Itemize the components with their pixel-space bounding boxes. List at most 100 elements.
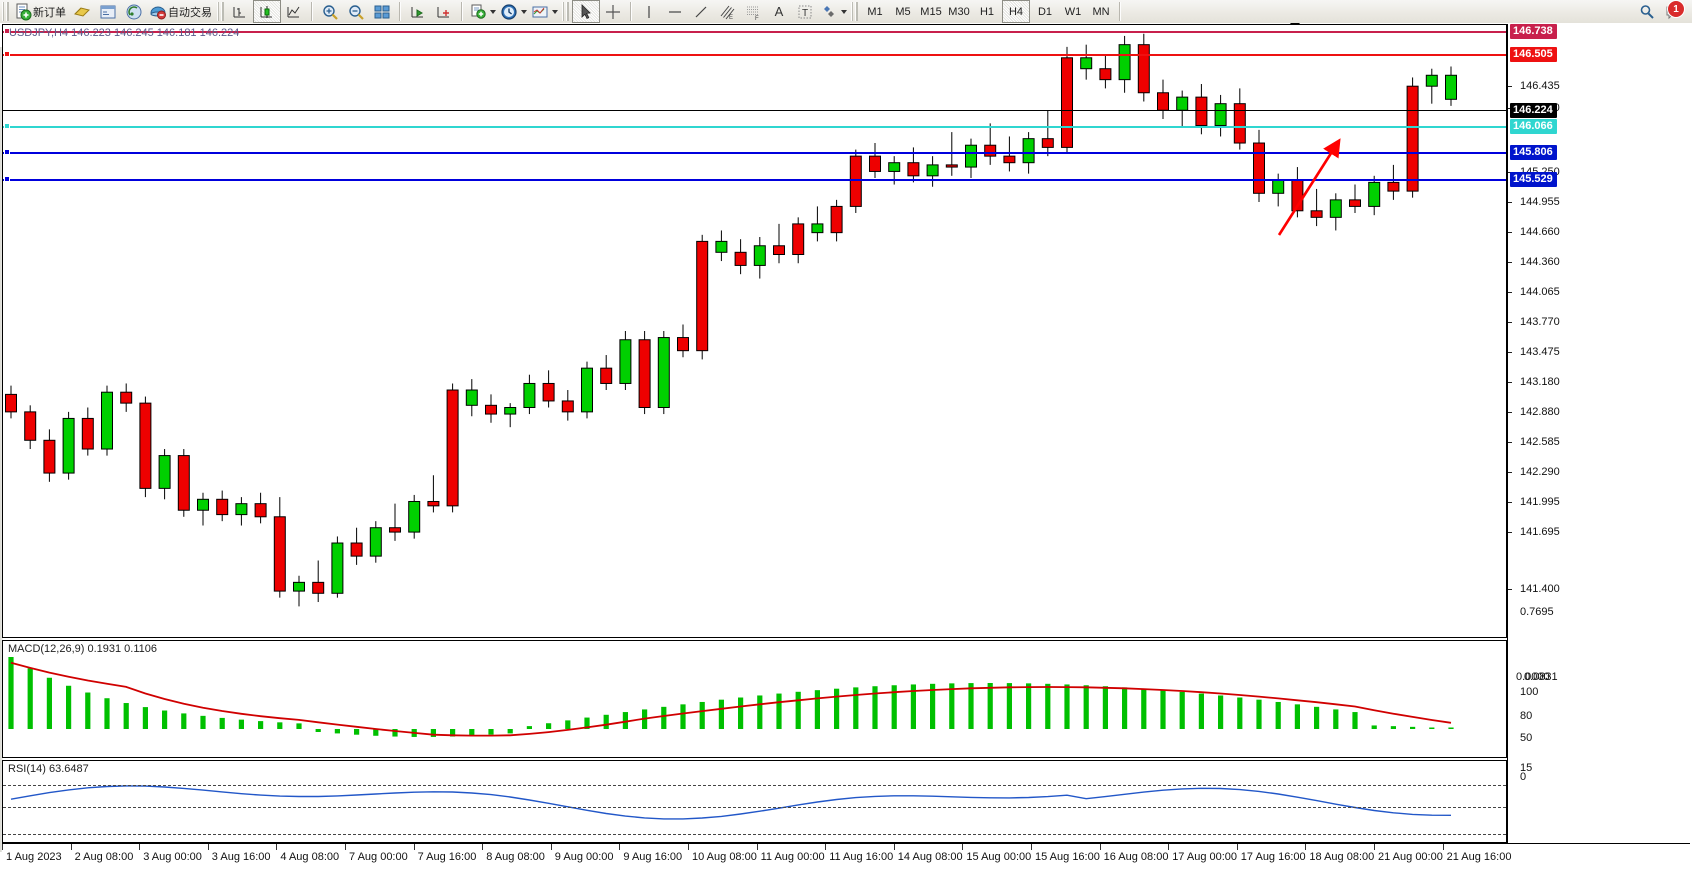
price-pane[interactable]: USDJPY,H4 146.223 146.245 146.181 146.22…: [2, 24, 1507, 638]
bar-chart-icon[interactable]: [227, 1, 253, 22]
symbol-header: USDJPY,H4 146.223 146.245 146.181 146.22…: [9, 27, 240, 39]
price-level-label-145.806[interactable]: 145.806: [1510, 145, 1557, 160]
level-handle-145529[interactable]: [4, 176, 10, 182]
time-axis-tick-8: [550, 844, 552, 850]
vertical-line-icon[interactable]: [636, 1, 662, 22]
price-level-label-145.529[interactable]: 145.529: [1510, 172, 1557, 187]
cursor-icon[interactable]: [572, 0, 600, 23]
time-axis-tick-2: [139, 844, 141, 850]
horizontal-line-icon[interactable]: [662, 1, 688, 22]
timeframe-h4[interactable]: H4: [1002, 0, 1030, 23]
shapes-dropdown-caret[interactable]: [841, 9, 847, 14]
timeframe-w1[interactable]: W1: [1064, 5, 1082, 18]
toolbar-grip-periods[interactable]: [851, 2, 858, 21]
expert-advisors-icon[interactable]: [69, 1, 95, 22]
time-axis-tick-7: [482, 844, 484, 850]
toolbar-separator-3: [461, 2, 463, 21]
price-axis-label-13-tick: [1508, 502, 1512, 503]
auto-scroll-icon[interactable]: [405, 1, 431, 22]
period-dropdown-caret[interactable]: [521, 9, 527, 14]
period-icon[interactable]: [498, 1, 529, 22]
text-icon[interactable]: A: [774, 4, 784, 19]
price-axis-label-8: 143.475: [1520, 346, 1560, 358]
toolbar-grip-standard[interactable]: [2, 2, 9, 21]
price-level-label-146.224[interactable]: 146.224: [1510, 103, 1557, 118]
macd-pane[interactable]: MACD(12,26,9) 0.1931 0.1106: [2, 640, 1507, 758]
indicators-dropdown-caret[interactable]: [490, 9, 496, 14]
price-axis-label-13: 141.995: [1520, 496, 1560, 508]
level-handle-146066[interactable]: [4, 123, 10, 129]
rsi-header: RSI(14) 63.6487: [8, 763, 89, 775]
timeframe-m15[interactable]: M15: [920, 5, 942, 18]
indicators-icon[interactable]: [467, 1, 498, 22]
zoom-in-icon[interactable]: [317, 1, 343, 22]
up-arrow-annotation[interactable]: [1263, 125, 1353, 245]
time-axis-tick-20: [1374, 844, 1375, 850]
text-label-icon[interactable]: T: [792, 1, 818, 22]
price-axis-label-6-tick: [1508, 292, 1512, 293]
level-handle-146738[interactable]: [4, 28, 10, 34]
price-level-label-146.066[interactable]: 146.066: [1510, 119, 1557, 134]
level-line-146505[interactable]: [3, 54, 1506, 56]
level-handle-146505[interactable]: [4, 51, 10, 57]
templates-icon[interactable]: [529, 1, 560, 22]
rsi-pane[interactable]: RSI(14) 63.6487: [2, 760, 1507, 843]
timeframe-mn[interactable]: MN: [1092, 5, 1110, 18]
equidistant-channel-icon[interactable]: E: [714, 1, 740, 22]
timeframe-m1[interactable]: M1: [867, 5, 883, 18]
templates-dropdown-caret[interactable]: [552, 9, 558, 14]
candlestick-chart-icon[interactable]: [253, 0, 281, 23]
level-line-145529[interactable]: [3, 179, 1506, 181]
price-axis[interactable]: 146.435146.140145.250144.955144.660144.3…: [1507, 24, 1690, 843]
time-axis-tick-9: [619, 844, 621, 850]
price-axis-label-4: 144.660: [1520, 226, 1560, 238]
time-axis-tick-1: [70, 844, 72, 850]
zoom-out-icon[interactable]: [343, 1, 369, 22]
rsi-series: [10, 785, 1452, 820]
price-axis-label-9: 143.180: [1520, 376, 1560, 388]
trendline-icon[interactable]: [688, 1, 714, 22]
alerts-icon[interactable]: 1: [1660, 0, 1686, 22]
time-axis[interactable]: 1 Aug 2023 2 Aug 08:00 3 Aug 00:00 3 Aug 16…: [2, 843, 1690, 872]
timeframe-d1[interactable]: D1: [1037, 5, 1053, 18]
timeframe-h1[interactable]: H1: [979, 5, 995, 18]
autotrading-button[interactable]: 自动交易: [147, 1, 215, 22]
chart-shift-icon[interactable]: [431, 1, 457, 22]
new-order-button[interactable]: 新订单: [12, 1, 69, 22]
fibonacci-icon[interactable]: F: [740, 1, 766, 22]
price-level-label-146.505[interactable]: 146.505: [1510, 47, 1557, 62]
level-line-146224-current[interactable]: [3, 110, 1506, 111]
signals-icon[interactable]: [121, 1, 147, 22]
level-line-145806[interactable]: [3, 152, 1506, 154]
rsi-axis-label-80: 80: [1520, 710, 1533, 722]
level-handle-145806[interactable]: [4, 149, 10, 155]
toolbar-grip-charts[interactable]: [217, 2, 224, 21]
timeframe-m30[interactable]: M30: [948, 5, 970, 18]
rsi-level-50: [3, 807, 1506, 808]
macd-series: [8, 657, 1454, 737]
crosshair-icon[interactable]: [600, 1, 626, 22]
price-axis-label-14-tick: [1508, 532, 1512, 533]
price-axis-label-15: 141.400: [1520, 583, 1560, 595]
timeframe-m5[interactable]: M5: [895, 5, 911, 18]
price-level-label-146.738[interactable]: 146.738: [1510, 24, 1557, 39]
price-axis-label-10: 142.880: [1520, 406, 1560, 418]
market-watch-icon[interactable]: [95, 1, 121, 22]
line-chart-icon[interactable]: [281, 1, 307, 22]
level-line-146066[interactable]: [3, 126, 1506, 128]
autotrading-label: 自动交易: [168, 6, 212, 19]
shapes-icon[interactable]: [818, 1, 849, 22]
rsi-axis-label-15: 15: [1520, 762, 1533, 774]
rsi-axis-label-50: 50: [1520, 732, 1533, 744]
toolbar-grip-tools[interactable]: [562, 2, 569, 21]
search-icon[interactable]: [1634, 1, 1660, 22]
macd-header: MACD(12,26,9) 0.1931 0.1106: [8, 643, 157, 655]
time-axis-tick-19: [1305, 844, 1307, 850]
price-axis-label-0: 146.435: [1520, 80, 1560, 92]
chart-vertical-scrollbar[interactable]: [0, 47, 3, 852]
time-axis-tick-15: [1031, 844, 1032, 850]
time-axis-tick-4: [276, 844, 278, 850]
price-axis-label-4-tick: [1508, 232, 1512, 233]
tile-windows-icon[interactable]: [369, 1, 395, 22]
level-line-146738[interactable]: [3, 31, 1506, 33]
